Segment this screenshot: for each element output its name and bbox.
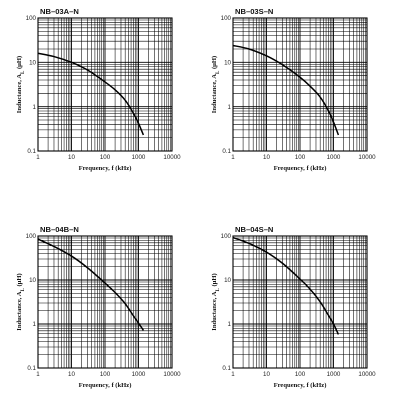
x-axis-label: Frequency, f (kHz) bbox=[79, 382, 132, 389]
x-axis-label: Frequency, f (kHz) bbox=[274, 165, 327, 172]
y-tick-label: 0.1 bbox=[27, 365, 36, 372]
x-tick-label: 10 bbox=[68, 371, 75, 378]
y-tick-label: 0.1 bbox=[222, 365, 231, 372]
x-axis-label: Frequency, f (kHz) bbox=[79, 165, 132, 172]
x-tick-label: 10000 bbox=[358, 154, 376, 161]
x-tick-label: 1000 bbox=[327, 371, 341, 378]
chart-title: NB–03S–N bbox=[235, 7, 273, 16]
y-tick-label: 10 bbox=[224, 60, 231, 67]
x-tick-label: 100 bbox=[295, 371, 306, 378]
x-tick-label: 10000 bbox=[163, 371, 181, 378]
y-tick-label: 1 bbox=[228, 321, 232, 328]
series-line bbox=[232, 236, 340, 335]
x-tick-label: 10 bbox=[263, 154, 270, 161]
y-tick-label: 100 bbox=[26, 15, 37, 22]
x-tick-label: 100 bbox=[295, 154, 306, 161]
x-tick-label: 1000 bbox=[327, 154, 341, 161]
x-tick-label: 1 bbox=[231, 154, 235, 161]
plot-frame bbox=[37, 17, 173, 152]
y-axis-label: Inductance, AL (μH) bbox=[211, 56, 221, 113]
x-tick-label: 1000 bbox=[132, 371, 146, 378]
series-line bbox=[37, 238, 145, 331]
y-axis-label: Inductance, AL (μH) bbox=[16, 273, 26, 330]
y-tick-label: 10 bbox=[29, 277, 36, 284]
x-tick-label: 100 bbox=[100, 371, 111, 378]
plot-frame bbox=[37, 235, 173, 369]
plot-frame bbox=[232, 235, 368, 369]
y-tick-label: 10 bbox=[29, 60, 36, 67]
y-tick-label: 10 bbox=[224, 277, 231, 284]
y-tick-label: 100 bbox=[221, 15, 232, 22]
chart-panel-4: NB–04S–N1 10 100 1000 100001001010.1Frequenc… bbox=[211, 225, 376, 389]
x-tick-label: 10 bbox=[68, 154, 75, 161]
y-tick-label: 0.1 bbox=[222, 148, 231, 155]
chart-title: NB–04B–N bbox=[40, 225, 79, 234]
x-axis-label: Frequency, f (kHz) bbox=[274, 382, 327, 389]
series-line bbox=[37, 52, 145, 136]
y-tick-label: 1 bbox=[228, 104, 232, 111]
y-tick-label: 1 bbox=[33, 321, 37, 328]
x-tick-label: 100 bbox=[100, 154, 111, 161]
x-tick-label: 10 bbox=[263, 371, 270, 378]
chart-panel-3: NB–04B–N1 10 100 1000 100001001010.1Frequenc… bbox=[16, 225, 181, 389]
x-tick-label: 1 bbox=[36, 154, 40, 161]
chart-title: NB–04S–N bbox=[235, 225, 273, 234]
x-tick-label: 1 bbox=[36, 371, 40, 378]
x-tick-label: 10000 bbox=[358, 371, 376, 378]
x-tick-label: 1000 bbox=[132, 154, 146, 161]
y-axis-label: Inductance, AL (μH) bbox=[16, 56, 26, 113]
y-tick-label: 100 bbox=[221, 233, 232, 240]
y-axis-label: Inductance, AL (μH) bbox=[211, 273, 221, 330]
y-tick-label: 0.1 bbox=[27, 148, 36, 155]
y-tick-label: 1 bbox=[33, 104, 37, 111]
chart-panel-2: NB–03S–N1 10 100 1000 100001001010.1Frequenc… bbox=[211, 7, 376, 172]
chart-title: NB–03A–N bbox=[40, 7, 79, 16]
y-tick-label: 100 bbox=[26, 233, 37, 240]
x-tick-label: 1 bbox=[231, 371, 235, 378]
x-tick-label: 10000 bbox=[163, 154, 181, 161]
chart-panel-1: NB–03A–N1 10 100 1000 100001001010.1Frequenc… bbox=[16, 7, 181, 172]
series-line bbox=[232, 44, 340, 136]
plot-frame bbox=[232, 17, 368, 152]
